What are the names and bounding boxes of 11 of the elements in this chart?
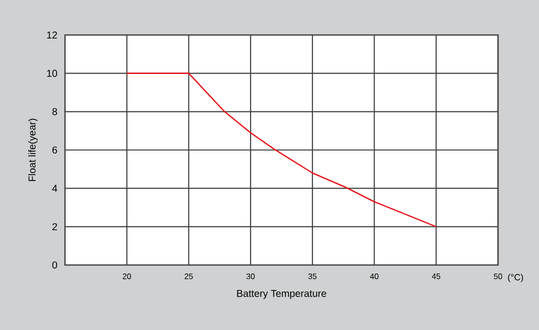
y-tick-label: 12 — [47, 32, 57, 38]
y-tick-label: 2 — [52, 223, 57, 230]
y-tick-label: 4 — [52, 184, 58, 192]
y-tick-label: 10 — [47, 70, 58, 77]
line-series — [126, 72, 437, 228]
y-axis-title: Float life(year) — [28, 118, 38, 182]
y-tick-label: 6 — [52, 146, 58, 154]
text: (°C) — [508, 274, 524, 282]
y-tick-label: 0 — [52, 261, 58, 269]
y-tick-label: 8 — [52, 108, 58, 116]
x-axis-title: Battery Temperature — [237, 290, 326, 299]
